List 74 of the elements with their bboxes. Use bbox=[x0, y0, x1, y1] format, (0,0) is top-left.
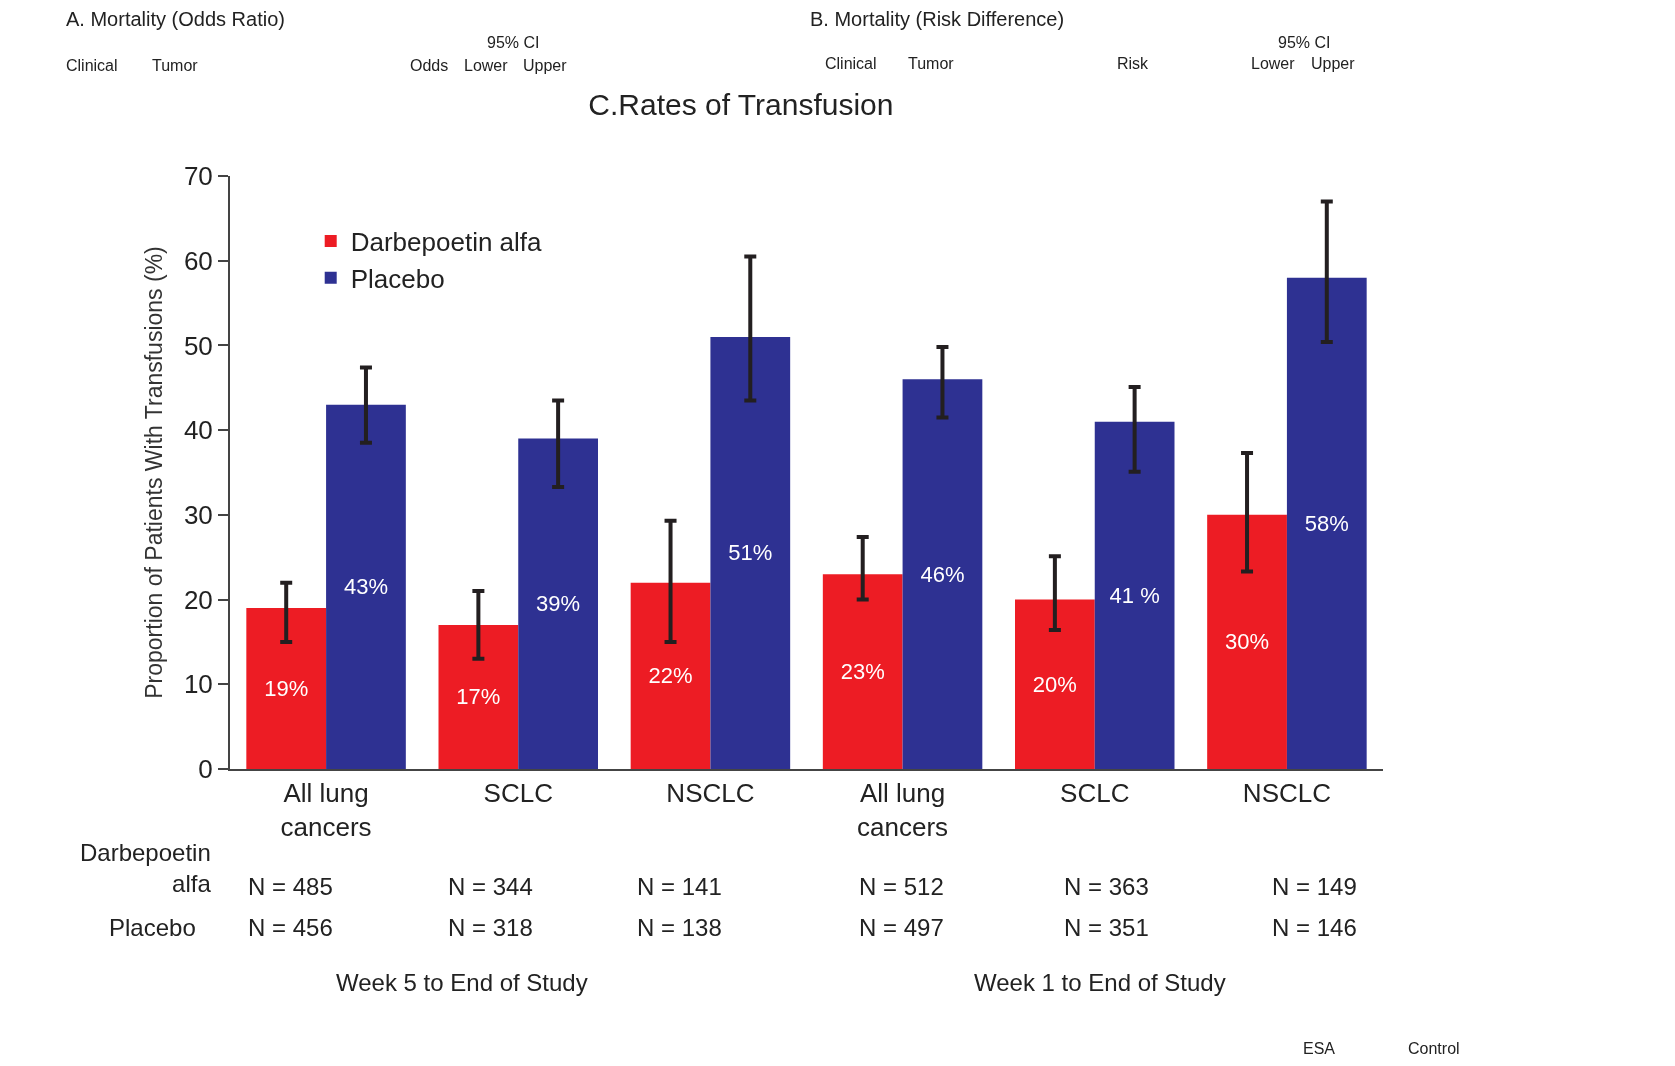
text: Odds bbox=[410, 57, 449, 74]
bar bbox=[1015, 599, 1095, 769]
data-label: 23% bbox=[840, 659, 885, 685]
text: Risk bbox=[1117, 55, 1150, 72]
x-tick-label: SCLC bbox=[1060, 778, 1130, 809]
data-label: 41 % bbox=[1109, 582, 1160, 608]
text: N = 146 bbox=[1272, 914, 1357, 941]
bar bbox=[822, 574, 903, 769]
bar bbox=[438, 624, 519, 769]
text: Lower bbox=[464, 57, 509, 74]
x-tick-label: NSCLC bbox=[1242, 778, 1331, 809]
text: Tumor bbox=[908, 55, 955, 72]
x-tick-label: NSCLC bbox=[666, 778, 755, 809]
text: N = 497 bbox=[859, 914, 944, 941]
y-tick-label: 60 bbox=[183, 245, 213, 276]
text: N = 138 bbox=[637, 914, 722, 941]
text: Lower bbox=[1251, 55, 1296, 72]
text: Week 1 to End of Study bbox=[974, 969, 1226, 996]
y-axis-title: Proportion of Patients With Transfusions (%) bbox=[140, 246, 167, 699]
text: N = 512 bbox=[859, 873, 944, 900]
text: Week 5 to End of Study bbox=[336, 969, 588, 996]
y-tick-label: 30 bbox=[183, 499, 213, 530]
bar bbox=[1286, 277, 1367, 769]
x-tick-label: SCLC bbox=[483, 778, 553, 809]
data-label: 51% bbox=[728, 540, 773, 566]
bar bbox=[1207, 514, 1287, 769]
text: 95% CI bbox=[487, 34, 540, 51]
y-tick-label: 20 bbox=[183, 584, 213, 615]
data-label: 30% bbox=[1225, 629, 1270, 655]
text: Clinical bbox=[66, 57, 118, 74]
data-label: 58% bbox=[1304, 510, 1349, 536]
data-label: 22% bbox=[648, 663, 693, 689]
y-tick-label: 50 bbox=[183, 330, 213, 361]
y-tick-label: 40 bbox=[183, 415, 213, 446]
text: N = 318 bbox=[448, 914, 533, 941]
x-tick-label: All lung cancers bbox=[280, 778, 372, 842]
data-label: 17% bbox=[456, 684, 501, 710]
text: A. Mortality (Odds Ratio) bbox=[66, 8, 285, 30]
text: N = 344 bbox=[448, 873, 533, 900]
text: Tumor bbox=[152, 57, 199, 74]
y-tick-label: 0 bbox=[198, 754, 213, 785]
text: B. Mortality (Risk Difference) bbox=[810, 8, 1065, 30]
text: N = 351 bbox=[1064, 914, 1149, 941]
text: N = 485 bbox=[248, 873, 333, 900]
chart-title: C.Rates of Transfusion bbox=[588, 87, 894, 121]
text: Placebo bbox=[109, 914, 196, 941]
bar bbox=[518, 438, 598, 769]
text: Control bbox=[1408, 1040, 1460, 1057]
text: Darbepoetin alfa bbox=[80, 839, 212, 898]
text: 95% CI bbox=[1278, 34, 1331, 51]
legend-label: Darbepoetin alfa bbox=[350, 227, 543, 258]
text: Clinical bbox=[825, 55, 877, 72]
text: N = 456 bbox=[248, 914, 333, 941]
bar bbox=[1094, 421, 1175, 769]
x-tick-label: All lung cancers bbox=[857, 778, 949, 842]
bar bbox=[326, 404, 406, 769]
text: ESA bbox=[1303, 1040, 1336, 1057]
y-tick-label: 10 bbox=[183, 669, 213, 700]
text: N = 363 bbox=[1064, 873, 1149, 900]
text: N = 141 bbox=[637, 873, 722, 900]
bar bbox=[246, 608, 327, 769]
bar bbox=[902, 379, 983, 769]
data-label: 20% bbox=[1032, 671, 1077, 697]
bar bbox=[710, 336, 791, 769]
legend-label: Placebo bbox=[350, 263, 445, 294]
text: N = 149 bbox=[1272, 873, 1357, 900]
text: Upper bbox=[523, 57, 568, 74]
data-label: 39% bbox=[536, 591, 581, 617]
data-label: 19% bbox=[264, 676, 309, 702]
y-tick-label: 70 bbox=[183, 161, 213, 192]
text: Upper bbox=[1311, 55, 1356, 72]
data-label: 46% bbox=[920, 561, 965, 587]
data-label: 43% bbox=[343, 574, 388, 600]
bar bbox=[630, 582, 711, 769]
